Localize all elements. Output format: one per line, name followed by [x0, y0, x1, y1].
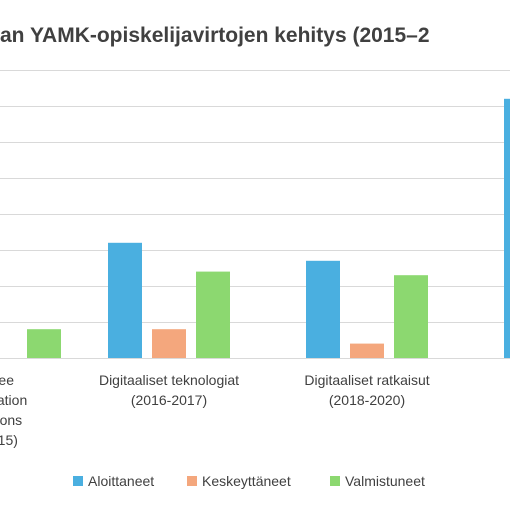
legend-item: Aloittaneet	[73, 473, 154, 489]
category-label: greeormationcations2015)	[0, 372, 27, 448]
category-label: Digitaaliset ratkaisut (2018-2020)	[304, 372, 429, 408]
category-labels: greeormationcations2015) Digitaaliset tek…	[0, 372, 430, 448]
legend-swatch	[187, 476, 197, 486]
legend-item: Keskeyttäneet	[187, 473, 291, 489]
bar-valmistuneet-1	[196, 271, 230, 358]
bar-aloittaneet-1	[108, 242, 142, 358]
legend-label: Valmistuneet	[345, 473, 425, 489]
bar-valmistuneet-0	[27, 329, 61, 358]
legend: Aloittaneet Keskeyttäneet Valmistuneet	[73, 473, 425, 489]
chart-title: an YAMK-opiskelijavirtojen kehitys (2015…	[0, 24, 430, 47]
legend-swatch	[73, 476, 83, 486]
legend-swatch	[330, 476, 340, 486]
bar-aloittaneet-3	[504, 98, 510, 359]
legend-label: Aloittaneet	[88, 473, 154, 489]
legend-label: Keskeyttäneet	[202, 473, 291, 489]
bar-keskeyttäneet-2	[350, 343, 384, 358]
bar-aloittaneet-2	[306, 260, 340, 358]
bar-valmistuneet-2	[394, 275, 428, 358]
gridlines	[0, 70, 510, 359]
category-label: Digitaaliset teknologiat (2016-2017)	[99, 372, 239, 408]
bars	[27, 98, 510, 359]
bar-keskeyttäneet-1	[152, 329, 186, 358]
legend-item: Valmistuneet	[330, 473, 425, 489]
